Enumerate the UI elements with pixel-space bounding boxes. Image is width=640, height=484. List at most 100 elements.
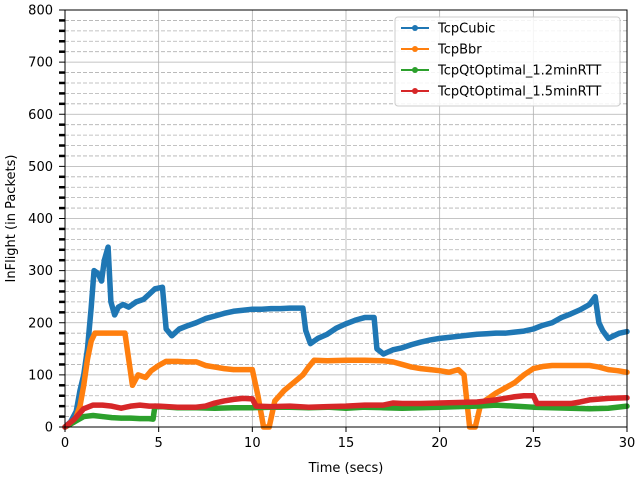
data-point: [427, 337, 433, 343]
data-point: [568, 311, 574, 317]
data-point: [150, 416, 156, 422]
legend-swatch-marker: [412, 67, 418, 73]
data-point: [108, 299, 114, 305]
data-point: [512, 403, 518, 409]
data-point: [169, 333, 175, 339]
data-point: [587, 362, 593, 368]
x-tick-label: 25: [525, 436, 542, 451]
data-point: [577, 399, 583, 405]
data-point: [380, 351, 386, 357]
data-point: [390, 359, 396, 365]
x-tick-label: 20: [431, 436, 448, 451]
data-point: [176, 326, 182, 332]
data-point: [212, 313, 218, 319]
data-point: [592, 294, 598, 300]
y-tick-label: 400: [28, 212, 53, 227]
data-point: [446, 334, 452, 340]
data-point: [409, 401, 415, 407]
data-point: [521, 328, 527, 334]
data-point: [249, 306, 255, 312]
data-point: [203, 403, 208, 409]
data-point: [455, 400, 461, 406]
y-tick-label: 0: [45, 421, 53, 436]
data-point: [101, 257, 107, 263]
plot-frame: [64, 9, 628, 428]
data-point: [427, 367, 433, 373]
data-point: [493, 402, 499, 408]
data-point: [184, 359, 190, 365]
data-point: [605, 367, 611, 373]
data-point: [193, 404, 199, 410]
data-point: [126, 356, 132, 362]
data-point: [617, 330, 623, 336]
data-point: [152, 286, 158, 292]
data-point: [530, 393, 536, 399]
data-point: [120, 302, 126, 308]
data-point: [109, 415, 115, 421]
series-group: [62, 330, 630, 430]
data-point: [605, 335, 611, 341]
data-point: [133, 299, 139, 305]
data-point: [306, 404, 312, 410]
data-point: [474, 403, 480, 409]
data-point: [88, 338, 94, 344]
data-point: [418, 339, 424, 345]
data-point: [530, 326, 536, 332]
data-point: [587, 406, 593, 412]
data-point: [418, 401, 424, 407]
data-point: [549, 405, 555, 411]
data-point: [334, 325, 340, 331]
data-point: [311, 357, 317, 363]
data-point: [90, 402, 96, 408]
data-point: [530, 404, 536, 410]
data-point: [418, 366, 424, 372]
data-point: [143, 374, 149, 380]
data-point: [303, 328, 309, 334]
data-point: [437, 404, 443, 410]
data-point: [212, 400, 218, 406]
legend-label: TcpQtOptimal_1.2minRTT: [437, 64, 601, 79]
data-point: [255, 393, 261, 399]
data-point: [141, 296, 147, 302]
data-point: [455, 404, 461, 410]
data-point: [84, 356, 90, 362]
data-point: [399, 361, 405, 367]
data-point: [174, 358, 180, 364]
data-point: [362, 315, 368, 321]
data-point: [109, 403, 115, 409]
data-point: [88, 304, 94, 310]
data-point: [605, 395, 611, 401]
data-point: [253, 403, 259, 409]
data-point: [203, 362, 208, 368]
data-point: [549, 401, 555, 407]
data-point: [502, 385, 508, 391]
data-point: [212, 405, 218, 411]
data-point: [112, 312, 118, 318]
data-point: [231, 367, 237, 373]
data-point: [193, 320, 199, 326]
data-point: [300, 305, 306, 311]
legend-label: TcpBbr: [437, 43, 482, 58]
data-point: [512, 329, 518, 335]
data-point: [484, 398, 489, 404]
data-point: [568, 401, 574, 407]
axes-layer: 0 100 200 300 400 500 600 700 800 0 5 10 15 20 25 30 Tim…: [4, 4, 635, 477]
data-point: [399, 345, 405, 351]
data-point: [221, 366, 227, 372]
data-point: [596, 364, 602, 370]
data-point: [307, 341, 313, 347]
data-point: [502, 330, 508, 336]
data-point: [530, 366, 536, 372]
data-point: [128, 415, 134, 421]
data-point: [146, 403, 152, 409]
data-point: [418, 405, 424, 411]
data-point: [540, 364, 546, 370]
data-point: [568, 362, 574, 368]
data-point: [122, 330, 128, 336]
data-point: [549, 320, 555, 326]
data-point: [277, 306, 283, 312]
data-point: [137, 416, 143, 422]
x-tick-label: 15: [338, 436, 355, 451]
series-group: [62, 244, 630, 430]
